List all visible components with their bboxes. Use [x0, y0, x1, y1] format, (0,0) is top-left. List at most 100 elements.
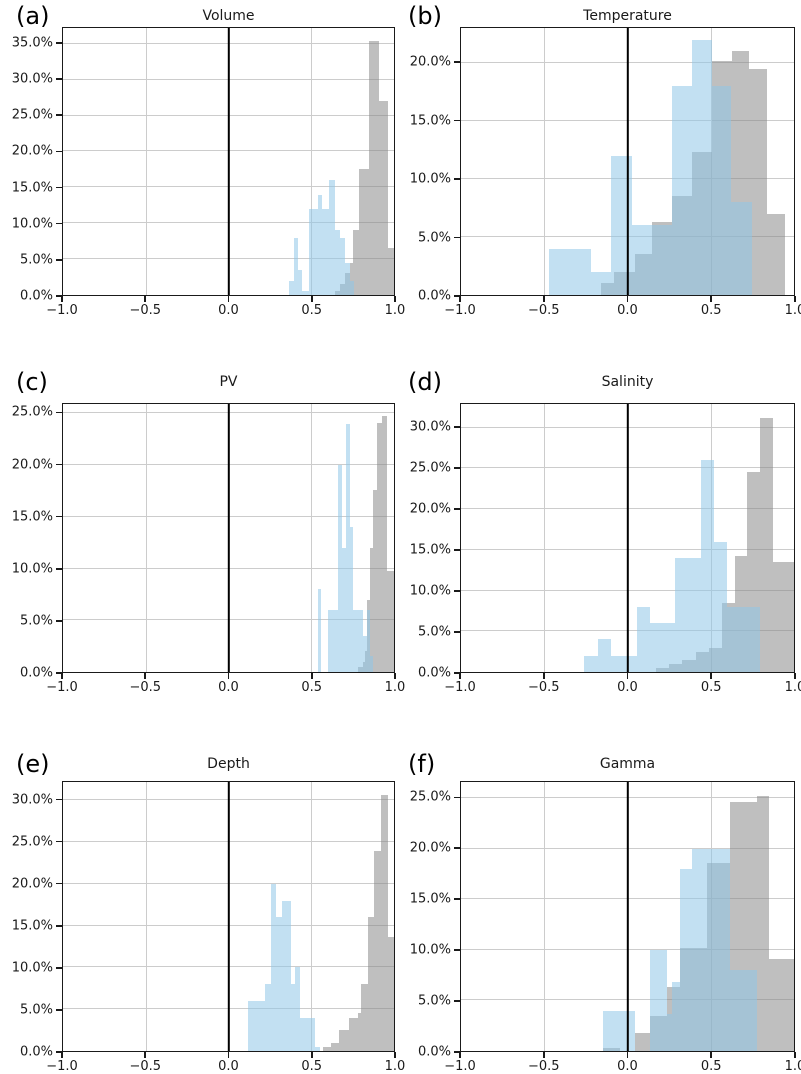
x-tick-mark — [227, 1052, 230, 1058]
x-tick-label: −0.5 — [129, 1059, 162, 1074]
histogram-bar-lightblue — [345, 262, 351, 295]
zero-reference-line — [626, 404, 629, 672]
x-tick-label: 0.0 — [218, 303, 239, 318]
histogram-bar-gray — [331, 1042, 340, 1051]
y-tick-label: 30.0% — [11, 71, 53, 87]
histogram-bar-lightblue — [337, 465, 342, 672]
x-tick-mark — [144, 1052, 147, 1058]
histogram-bar-gray — [359, 169, 370, 295]
x-tick-mark — [459, 1052, 461, 1058]
histogram-bar-lightblue — [711, 86, 731, 295]
y-tick-label: 5.0% — [19, 1002, 53, 1018]
y-tick-mark — [56, 967, 62, 969]
histogram-bar-gray — [376, 422, 382, 672]
y-tick-mark — [56, 463, 62, 466]
x-tick-mark — [227, 673, 230, 679]
histogram-bar-gray — [370, 547, 374, 672]
histogram-bar-lightblue — [672, 86, 692, 295]
panel-title: Volume — [202, 8, 255, 24]
x-gridline — [145, 404, 147, 672]
x-tick-mark — [144, 673, 147, 679]
x-tick-label: −1.0 — [444, 1059, 476, 1074]
y-tick-mark — [56, 798, 62, 801]
histogram-bar-lightblue — [317, 194, 322, 295]
histogram-bar-lightblue — [672, 982, 680, 1051]
y-tick-label: 0.0% — [417, 665, 451, 681]
plot-area-a — [62, 27, 395, 296]
x-tick-mark — [61, 1052, 63, 1058]
histogram-bar-gray — [759, 417, 774, 672]
histogram-bar-gray — [369, 40, 380, 295]
y-tick-label: 15.0% — [11, 918, 53, 934]
histogram-bar-gray — [339, 1030, 350, 1051]
histogram-bar-lightblue — [298, 269, 303, 295]
y-tick-label: 15.0% — [409, 891, 451, 907]
x-tick-mark — [459, 673, 461, 679]
y-tick-mark — [454, 425, 460, 428]
x-tick-mark — [310, 673, 313, 679]
y-tick-label: 25.0% — [11, 107, 53, 123]
y-tick-label: 10.0% — [11, 216, 53, 232]
y-tick-mark — [454, 236, 460, 239]
x-tick-mark — [61, 296, 63, 302]
x-tick-label: 0.0 — [617, 303, 638, 318]
y-tick-label: 15.0% — [11, 180, 53, 196]
y-tick-label: 20.0% — [409, 840, 451, 856]
y-tick-label: 10.0% — [409, 171, 451, 187]
y-tick-mark — [454, 1051, 460, 1053]
x-tick-label: −1.0 — [46, 680, 78, 695]
zero-reference-line — [626, 28, 629, 295]
y-tick-label: 30.0% — [11, 792, 53, 807]
y-tick-mark — [454, 178, 460, 180]
x-tick-label: 1.0 — [384, 1059, 406, 1074]
histogram-bar-gray — [349, 1017, 358, 1051]
histogram-bar-lightblue — [674, 557, 701, 672]
histogram-bar-lightblue — [309, 208, 318, 295]
y-tick-label: 20.0% — [11, 876, 53, 892]
x-tick-mark — [542, 296, 545, 302]
histogram-bar-lightblue — [282, 900, 292, 1051]
histogram-bar-lightblue — [700, 460, 715, 672]
y-tick-label: 25.0% — [11, 834, 53, 850]
y-tick-label: 0.0% — [417, 288, 451, 304]
histogram-bar-lightblue — [346, 423, 350, 672]
histogram-bar-gray — [381, 416, 387, 672]
histogram-bar-lightblue — [340, 237, 346, 295]
histogram-bar-lightblue — [335, 230, 341, 295]
x-gridline — [145, 782, 147, 1051]
y-tick-mark — [56, 42, 62, 44]
histogram-bar-lightblue — [294, 237, 299, 295]
y-tick-mark — [56, 620, 62, 622]
x-tick-mark — [794, 673, 796, 679]
histogram-bar-lightblue — [302, 291, 310, 295]
x-tick-label: −0.5 — [129, 680, 162, 695]
x-tick-label: 0.5 — [700, 680, 722, 695]
y-tick-label: 0.0% — [19, 288, 53, 304]
histogram-bar-lightblue — [730, 202, 752, 295]
x-tick-mark — [710, 673, 713, 679]
histogram-bar-gray — [360, 984, 369, 1051]
panel-letter: (a) — [16, 2, 50, 30]
y-tick-label: 15.0% — [409, 113, 451, 129]
y-tick-mark — [454, 549, 460, 551]
histogram-bar-gray — [373, 489, 377, 672]
y-tick-mark — [56, 1009, 62, 1011]
y-tick-label: 25.0% — [409, 460, 451, 476]
zero-reference-line — [227, 28, 230, 295]
x-gridline — [544, 782, 546, 1051]
panel-title: PV — [219, 374, 238, 390]
x-tick-mark — [710, 1052, 713, 1058]
histogram-bar-lightblue — [590, 271, 611, 295]
histogram-bar-lightblue — [299, 1017, 315, 1051]
x-tick-mark — [394, 1052, 396, 1058]
x-tick-label: 0.5 — [700, 1059, 722, 1074]
plot-area-e — [62, 781, 395, 1052]
x-tick-label: 1.0 — [784, 303, 801, 318]
x-gridline — [145, 28, 147, 295]
panel-title: Gamma — [599, 756, 656, 772]
histogram-bar-lightblue — [666, 1013, 673, 1051]
histogram-bar-lightblue — [327, 609, 338, 672]
plot-area-c — [62, 403, 395, 673]
x-tick-label: 0.5 — [301, 1059, 323, 1074]
panel-title: Salinity — [601, 374, 654, 390]
